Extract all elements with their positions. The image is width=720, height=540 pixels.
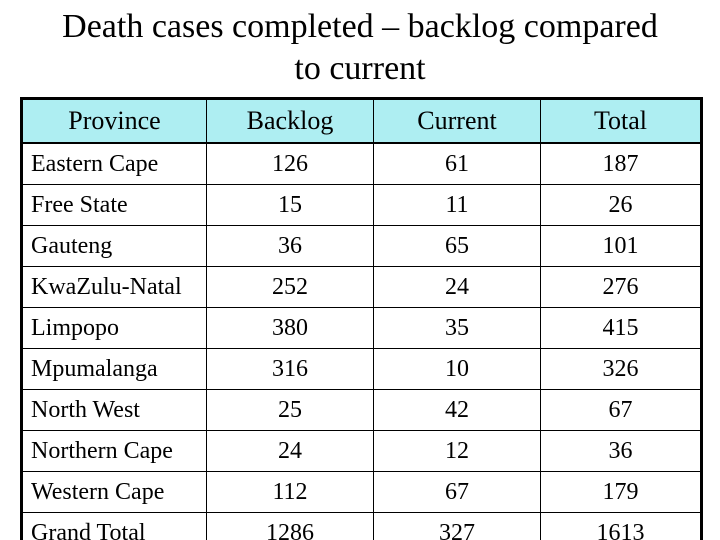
value-cell: 12: [373, 430, 541, 472]
value-cell: 61: [373, 142, 541, 185]
table-row: North West 25 42 67: [21, 389, 702, 431]
province-cell: North West: [21, 389, 207, 431]
value-cell: 327: [373, 512, 541, 540]
table-row: Gauteng 36 65 101: [21, 225, 702, 267]
province-cell: Gauteng: [21, 225, 207, 267]
province-cell: Free State: [21, 184, 207, 226]
table-row: KwaZulu-Natal 252 24 276: [21, 266, 702, 308]
slide-title-line1: Death cases completed – backlog compared: [62, 8, 658, 45]
value-cell: 1286: [206, 512, 374, 540]
table-header-row: Province Backlog Current Total: [21, 98, 702, 144]
province-cell: Grand Total: [21, 512, 207, 540]
province-cell: Western Cape: [21, 471, 207, 513]
column-header-total: Total: [540, 98, 702, 144]
value-cell: 67: [373, 471, 541, 513]
value-cell: 65: [373, 225, 541, 267]
death-cases-table: Province Backlog Current Total Eastern C…: [20, 97, 703, 540]
table-row: Eastern Cape 126 61 187: [21, 142, 702, 185]
column-header-current: Current: [373, 98, 541, 144]
value-cell: 179: [540, 471, 702, 513]
value-cell: 101: [540, 225, 702, 267]
value-cell: 326: [540, 348, 702, 390]
table-row: Western Cape 112 67 179: [21, 471, 702, 513]
value-cell: 35: [373, 307, 541, 349]
value-cell: 67: [540, 389, 702, 431]
province-cell: Mpumalanga: [21, 348, 207, 390]
value-cell: 1613: [540, 512, 702, 540]
slide-title: Death cases completed – backlog compared…: [0, 6, 720, 90]
value-cell: 11: [373, 184, 541, 226]
value-cell: 276: [540, 266, 702, 308]
value-cell: 42: [373, 389, 541, 431]
value-cell: 15: [206, 184, 374, 226]
province-cell: KwaZulu-Natal: [21, 266, 207, 308]
table-row: Free State 15 11 26: [21, 184, 702, 226]
province-cell: Limpopo: [21, 307, 207, 349]
value-cell: 187: [540, 142, 702, 185]
value-cell: 26: [540, 184, 702, 226]
value-cell: 380: [206, 307, 374, 349]
value-cell: 316: [206, 348, 374, 390]
column-header-backlog: Backlog: [206, 98, 374, 144]
table-row: Grand Total 1286 327 1613: [21, 512, 702, 540]
table-header: Province Backlog Current Total: [21, 98, 702, 144]
table-body: Eastern Cape 126 61 187 Free State 15 11 26 Gaut…: [21, 142, 702, 540]
value-cell: 24: [373, 266, 541, 308]
value-cell: 252: [206, 266, 374, 308]
column-header-province: Province: [21, 98, 207, 144]
province-cell: Northern Cape: [21, 430, 207, 472]
value-cell: 24: [206, 430, 374, 472]
slide-title-line2: to current: [294, 50, 426, 87]
value-cell: 36: [206, 225, 374, 267]
value-cell: 36: [540, 430, 702, 472]
value-cell: 112: [206, 471, 374, 513]
value-cell: 415: [540, 307, 702, 349]
value-cell: 126: [206, 142, 374, 185]
value-cell: 25: [206, 389, 374, 431]
province-cell: Eastern Cape: [21, 142, 207, 185]
table-row: Northern Cape 24 12 36: [21, 430, 702, 472]
table-row: Limpopo 380 35 415: [21, 307, 702, 349]
value-cell: 10: [373, 348, 541, 390]
table-row: Mpumalanga 316 10 326: [21, 348, 702, 390]
